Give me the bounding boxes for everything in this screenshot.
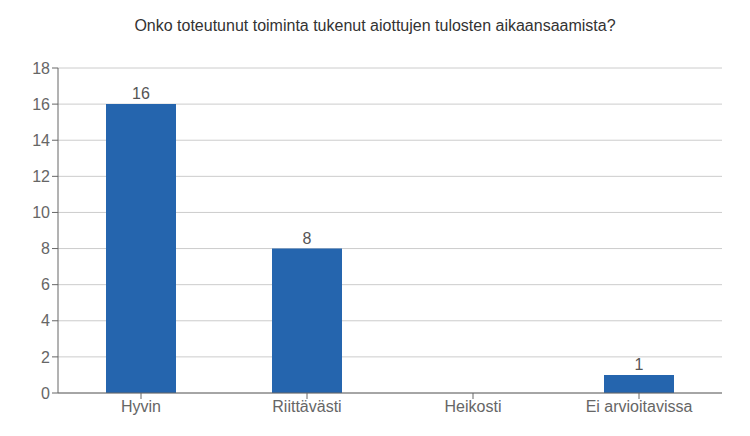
svg-text:16: 16 [32,96,50,113]
svg-text:8: 8 [41,240,50,257]
svg-text:18: 18 [32,60,50,77]
svg-text:6: 6 [41,276,50,293]
svg-text:10: 10 [32,204,50,221]
svg-text:Heikosti: Heikosti [445,398,502,415]
svg-text:Riittävästi: Riittävästi [272,398,341,415]
svg-text:4: 4 [41,312,50,329]
svg-text:Hyvin: Hyvin [121,398,161,415]
svg-text:14: 14 [32,132,50,149]
svg-text:Ei arvioitavissa: Ei arvioitavissa [586,398,693,415]
svg-text:16: 16 [132,85,150,102]
svg-text:2: 2 [41,349,50,366]
svg-text:8: 8 [303,230,312,247]
html-text:Onko toteutunut toiminta tuken: Onko toteutunut toiminta tukenut aiottuj… [134,17,616,34]
svg-text:0: 0 [41,385,50,402]
svg-text:12: 12 [32,168,50,185]
svg-text:1: 1 [635,356,644,373]
